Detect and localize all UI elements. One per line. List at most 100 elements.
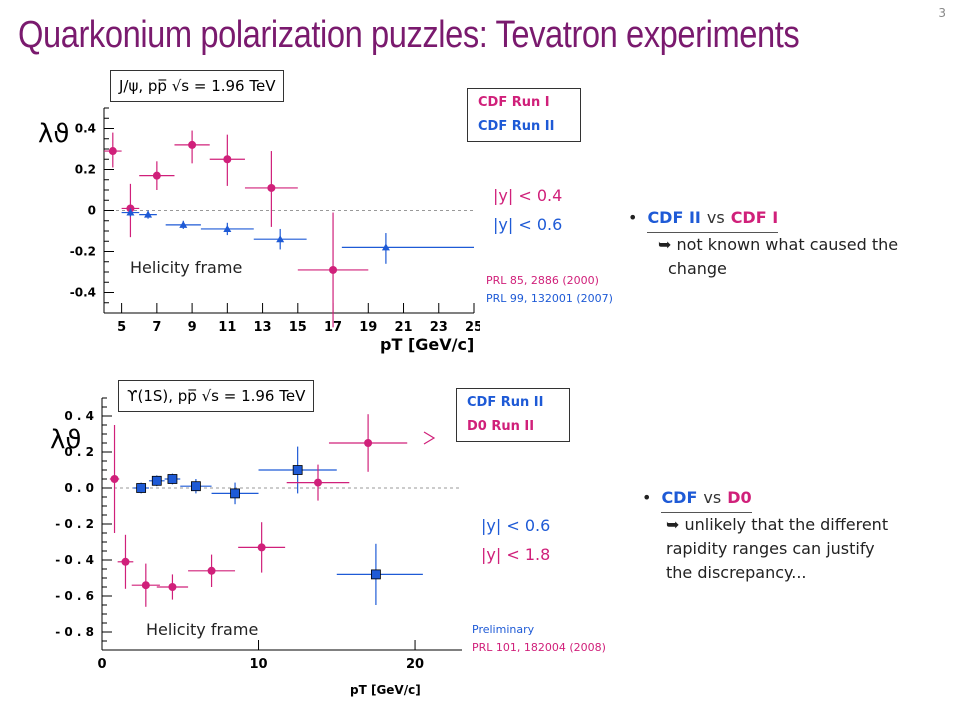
legend-cdf-run2-upsilon: CDF Run II [467,395,544,410]
data-point [328,414,408,472]
bullet-cdf2-vs-cdf1: • CDF II vs CDF I ➥ not known what caused t… [628,208,899,278]
marker-square [151,475,162,486]
x-tick-label: 25 [465,320,480,335]
marker-square [136,483,147,493]
y-tick-label: - 0 . 2 [55,517,94,531]
marker-triangle [179,220,188,228]
bullet1-a: CDF II [647,208,701,227]
legend-cdf-run2: CDF Run II [478,119,555,134]
data-point [121,208,140,217]
data-point [174,130,210,164]
data-point [209,134,245,186]
x-tick-label: 17 [324,320,342,335]
jpsi-ref-run1: PRL 85, 2886 (2000) [486,274,599,287]
marker-circle [141,581,150,590]
y-tick-label: - 0 . 6 [55,589,94,603]
data-point [109,425,120,533]
data-point [253,228,307,250]
y-axis-label: λϑ [50,425,81,455]
y-tick-label: -0.2 [70,245,96,259]
y-tick-label: 0 . 4 [64,409,94,423]
marker-circle [364,439,373,447]
marker-triangle [223,224,232,232]
upsilon-rapidity-d0: |y| < 1.8 [481,545,551,564]
y-tick-label: - 0 . 8 [55,625,94,639]
marker-square [292,465,303,475]
data-point [286,464,350,501]
y-tick-label: -0.4 [70,286,96,300]
data-point [131,563,160,607]
marker-square [167,474,178,484]
marker-triangle [381,243,390,251]
marker-circle [188,140,197,149]
bullet-cdf-vs-d0: • CDF vs D0 ➥ unlikely that the different r… [642,488,889,582]
data-point [156,574,189,600]
x-axis-label: pT [GeV/c] [380,335,474,354]
page-title: Quarkonium polarization puzzles: Tevatro… [18,14,800,56]
upsilon-ref-d0: PRL 101, 182004 (2008) [472,641,606,654]
x-tick-label: 20 [406,657,424,672]
marker-circle [223,155,232,164]
x-tick-label: 21 [394,320,412,335]
bullet1-arrow-icon: ➥ [658,235,672,254]
bullet2-text: unlikely that the different rapidity ran… [666,515,889,582]
data-point [258,446,337,494]
data-point [336,543,423,605]
legend-d0-run2: D0 Run II [467,419,535,434]
y-tick-label: 0.2 [75,163,96,177]
data-point [165,220,201,229]
y-tick-label: 0 . 0 [64,481,94,495]
marker-circle [152,171,161,180]
data-point [164,473,181,485]
marker-circle [329,265,338,274]
upsilon-frame-label: Helicity frame [146,620,259,639]
marker-triangle [276,235,285,243]
data-point [139,161,175,190]
jpsi-polarization-chart: 0.4 0.2 0 -0.2 -0.4 5 7 9 11 13 15 17 19 21 23 25 λϑ pT [… [38,107,480,354]
y-tick-label: 0 . 2 [64,445,94,459]
x-axis-label: pT [GeV/c] [350,683,421,697]
marker-triangle [144,210,153,218]
upsilon-ref-prelim: Preliminary [472,623,535,636]
data-point [104,132,122,168]
arrow-icon [423,431,436,445]
marker-circle [110,475,119,483]
legend-cdf-run1: CDF Run I [478,95,550,110]
marker-circle [257,543,266,552]
bullet1-text: not known what caused the change [668,235,899,278]
upsilon-panel-label: ϒ(1S), pp̅ √s = 1.96 TeV [118,380,315,412]
data-point [238,522,286,573]
jpsi-frame-label: Helicity frame [130,258,243,277]
bullet1-b: CDF I [730,208,779,227]
x-tick-label: 23 [430,320,448,335]
marker-triangle [126,208,135,216]
marker-square [230,488,240,499]
x-tick-label: 15 [289,320,307,335]
upsilon-legend: CDF Run II D0 Run II [456,388,570,442]
marker-circle [121,557,130,566]
marker-square [191,481,201,492]
bullet2-vs: vs [703,488,722,507]
bullet1-vs: vs [706,208,725,227]
marker-circle [168,583,177,591]
data-point [244,151,298,227]
x-tick-label: 7 [152,320,161,335]
y-tick-label: - 0 . 4 [55,553,94,567]
bullet2-a: CDF [661,488,698,507]
jpsi-ref-run2: PRL 99, 132001 (2007) [486,292,613,305]
marker-circle [207,566,216,575]
data-point [117,534,134,589]
jpsi-panel-label: J/ψ, pp̅ √s = 1.96 TeV [110,70,285,102]
x-tick-label: 19 [359,320,377,335]
jpsi-legend: CDF Run I CDF Run II [467,88,581,142]
x-tick-label: 9 [188,320,197,335]
data-point [297,212,369,328]
page-number: 3 [938,6,946,20]
y-tick-label: 0.4 [75,122,96,136]
y-tick-label: 0 [88,204,96,218]
data-point [211,482,259,505]
x-tick-label: 13 [254,320,272,335]
x-tick-label: 11 [218,320,236,335]
bullet2-b: D0 [727,488,752,507]
data-point [180,479,212,494]
